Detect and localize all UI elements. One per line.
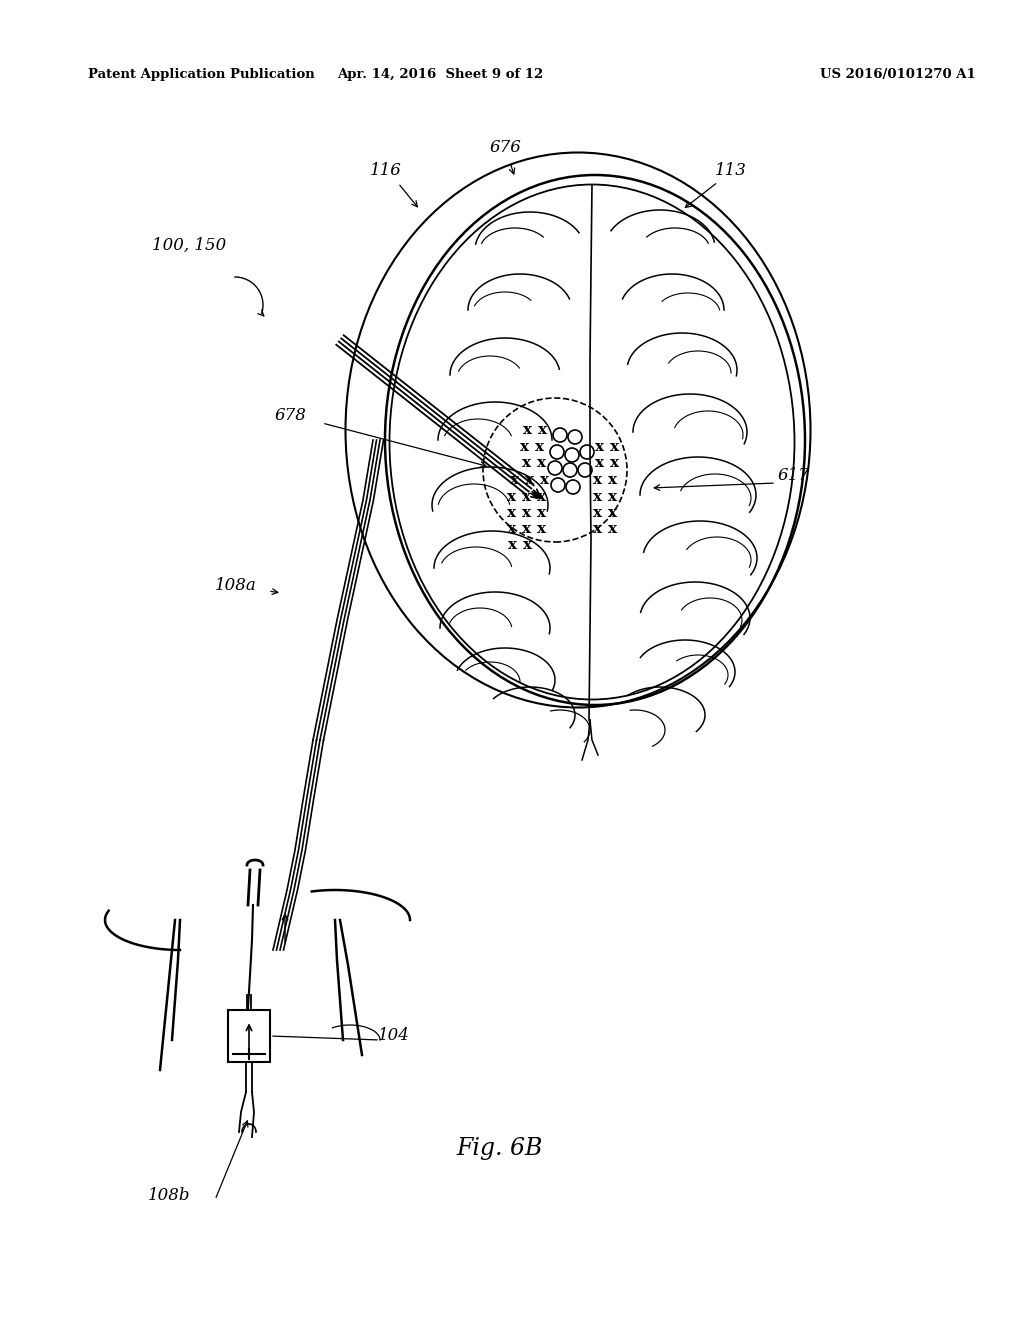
Text: x: x xyxy=(608,473,617,487)
Text: x: x xyxy=(594,506,602,520)
Text: 104: 104 xyxy=(378,1027,410,1044)
Text: 116: 116 xyxy=(370,162,401,180)
Text: x: x xyxy=(522,490,531,504)
Text: x: x xyxy=(522,455,531,470)
Text: x: x xyxy=(608,506,617,520)
Text: x: x xyxy=(509,539,517,552)
Text: Apr. 14, 2016  Sheet 9 of 12: Apr. 14, 2016 Sheet 9 of 12 xyxy=(337,69,543,81)
Text: x: x xyxy=(608,521,617,536)
Text: x: x xyxy=(541,473,550,487)
Text: x: x xyxy=(610,455,620,470)
Text: x: x xyxy=(538,521,547,536)
Text: Patent Application Publication: Patent Application Publication xyxy=(88,69,314,81)
Text: x: x xyxy=(595,455,604,470)
Text: x: x xyxy=(510,473,519,487)
Text: x: x xyxy=(594,473,602,487)
Text: x: x xyxy=(608,490,617,504)
Text: Fig. 6B: Fig. 6B xyxy=(457,1137,543,1160)
Text: x: x xyxy=(610,440,620,454)
Text: x: x xyxy=(522,521,531,536)
Text: x: x xyxy=(594,521,602,536)
Text: x: x xyxy=(538,490,547,504)
Text: x: x xyxy=(595,440,604,454)
Text: x: x xyxy=(508,506,516,520)
Ellipse shape xyxy=(389,185,795,700)
Text: 678: 678 xyxy=(275,407,307,424)
Text: US 2016/0101270 A1: US 2016/0101270 A1 xyxy=(820,69,976,81)
Text: x: x xyxy=(538,506,547,520)
Text: x: x xyxy=(536,440,545,454)
Text: 617: 617 xyxy=(778,467,810,484)
Text: x: x xyxy=(539,422,548,437)
Text: x: x xyxy=(525,473,535,487)
Text: x: x xyxy=(522,506,531,520)
Text: 676: 676 xyxy=(490,139,522,156)
Text: 108a: 108a xyxy=(215,577,257,594)
Text: x: x xyxy=(520,440,529,454)
Text: 100, 150: 100, 150 xyxy=(152,238,226,253)
Text: x: x xyxy=(538,455,547,470)
Text: 113: 113 xyxy=(715,162,746,180)
FancyBboxPatch shape xyxy=(228,1010,270,1063)
Text: x: x xyxy=(508,521,516,536)
Text: x: x xyxy=(523,539,532,552)
Text: 108b: 108b xyxy=(148,1187,190,1204)
Text: x: x xyxy=(508,490,516,504)
Text: x: x xyxy=(523,422,532,437)
Text: x: x xyxy=(594,490,602,504)
